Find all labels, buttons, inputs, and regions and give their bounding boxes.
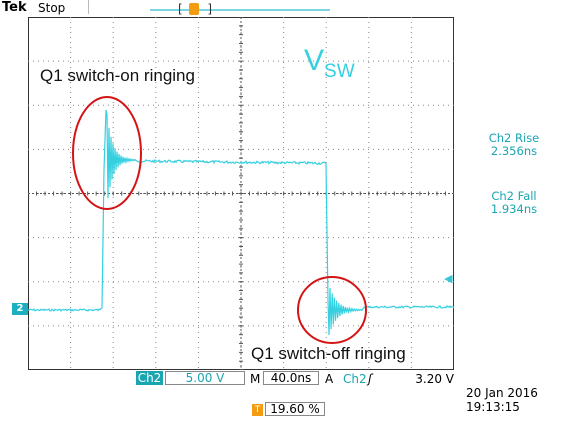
waveform-display[interactable] xyxy=(28,17,454,370)
brand-label: Tek xyxy=(2,0,27,15)
fall-value: 1.934ns xyxy=(490,202,538,216)
rise-label: Ch2 Rise xyxy=(488,131,540,145)
ch2-ground-marker[interactable]: 2 xyxy=(12,303,28,315)
record-position-bar xyxy=(150,9,330,11)
acquisition-status[interactable]: Stop xyxy=(38,1,66,15)
signal-name-label: VSW xyxy=(304,44,355,82)
divider xyxy=(88,0,89,14)
trigger-position-readout[interactable]: 19.60 % xyxy=(265,402,325,416)
graticule-center-axes xyxy=(28,17,454,370)
switch-on-annotation: Q1 switch-on ringing xyxy=(40,66,195,85)
ch2-vertical-scale[interactable]: 5.00 V xyxy=(165,371,245,385)
trigger-slope-icon: ʃ xyxy=(368,372,373,386)
trigger-level[interactable]: 3.20 V xyxy=(415,372,454,386)
graticule-grid xyxy=(28,17,454,370)
fall-time-measurement: Ch2 Fall 1.934ns xyxy=(474,190,554,216)
trigger-mode: A xyxy=(325,372,334,386)
rise-time-measurement: Ch2 Rise 2.356ns xyxy=(474,132,554,158)
rise-value: 2.356ns xyxy=(490,144,538,158)
switch-on-highlight-ellipse xyxy=(72,96,142,210)
time-readout: 19:13:15 xyxy=(466,400,520,414)
switch-off-annotation: Q1 switch-off ringing xyxy=(251,344,406,363)
timebase-value[interactable]: 40.0ns xyxy=(263,371,319,385)
ch2-tag[interactable]: Ch2 xyxy=(136,371,163,385)
timebase-prefix: M xyxy=(250,372,261,386)
trigger-level-arrow-icon[interactable]: ◀ xyxy=(444,272,453,285)
date-readout: 20 Jan 2016 xyxy=(466,386,538,400)
switch-off-highlight-ellipse xyxy=(297,276,367,344)
record-trigger-indicator: [] xyxy=(178,2,212,16)
ch2-waveform-trace xyxy=(28,109,454,336)
trigger-source[interactable]: Ch2 xyxy=(343,372,367,386)
fall-label: Ch2 Fall xyxy=(491,189,537,203)
trigger-position-small-icon: T xyxy=(252,404,263,416)
